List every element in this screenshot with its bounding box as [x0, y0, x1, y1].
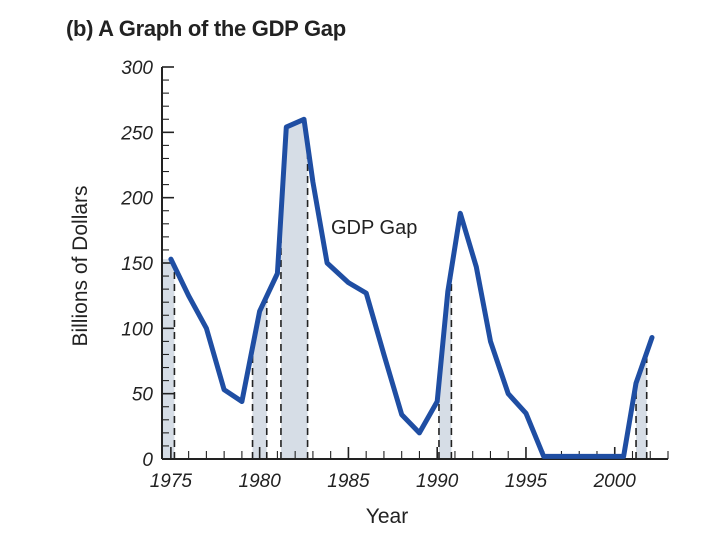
recession-band [162, 259, 175, 459]
chart-title: (b) A Graph of the GDP Gap [66, 16, 346, 41]
y-tick-label: 250 [120, 123, 153, 144]
y-tick-label: 100 [121, 319, 153, 340]
y-tick-label: 0 [142, 450, 153, 471]
x-axis-label: Year [366, 505, 408, 528]
recession-bands [161, 119, 648, 459]
x-tick-label: 2000 [593, 471, 637, 492]
series-group [168, 116, 655, 459]
y-axis-label: Billions of Dollars [69, 185, 92, 346]
x-tick-label: 1995 [505, 471, 548, 492]
gdp-gap-line [168, 116, 655, 459]
y-tick-label: 50 [132, 385, 154, 406]
axis-ticks: 0 50 100 150 200 250 300 1975 1980 1985 1990 1995 20… [120, 58, 669, 492]
y-tick-label: 200 [120, 189, 153, 210]
x-tick-label: 1990 [416, 471, 459, 492]
recession-band [280, 119, 308, 459]
x-tick-label: 1980 [239, 471, 282, 492]
recession-band [438, 269, 452, 459]
x-tick-label: 1985 [327, 471, 370, 492]
y-tick-label: 150 [121, 254, 153, 275]
x-tick-label: 1975 [150, 471, 193, 492]
gdp-gap-annotation: GDP Gap [331, 217, 417, 239]
y-tick-label: 300 [121, 58, 153, 79]
